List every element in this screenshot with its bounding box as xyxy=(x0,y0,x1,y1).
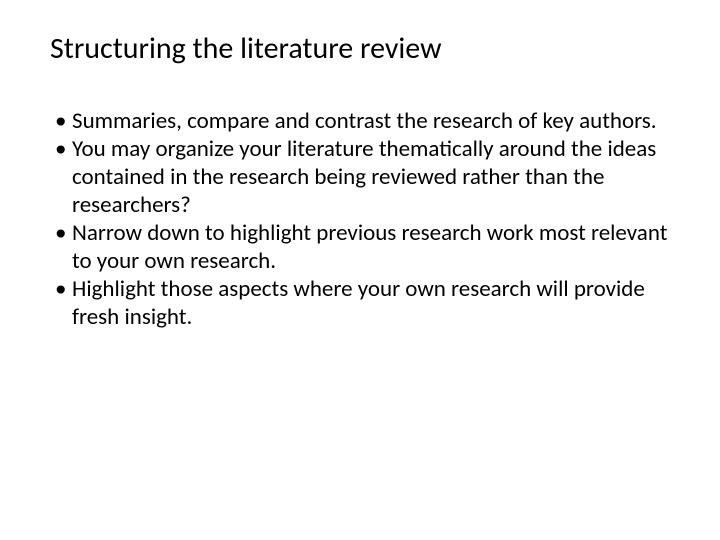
bullet-item: You may organize your literature themati… xyxy=(50,135,670,219)
bullet-item: Summaries, compare and contrast the rese… xyxy=(50,107,670,135)
slide-title: Structuring the literature review xyxy=(50,30,670,67)
bullet-item: Narrow down to highlight previous resear… xyxy=(50,219,670,275)
bullet-item: Highlight those aspects where your own r… xyxy=(50,275,670,331)
bullet-list: Summaries, compare and contrast the rese… xyxy=(50,107,670,331)
